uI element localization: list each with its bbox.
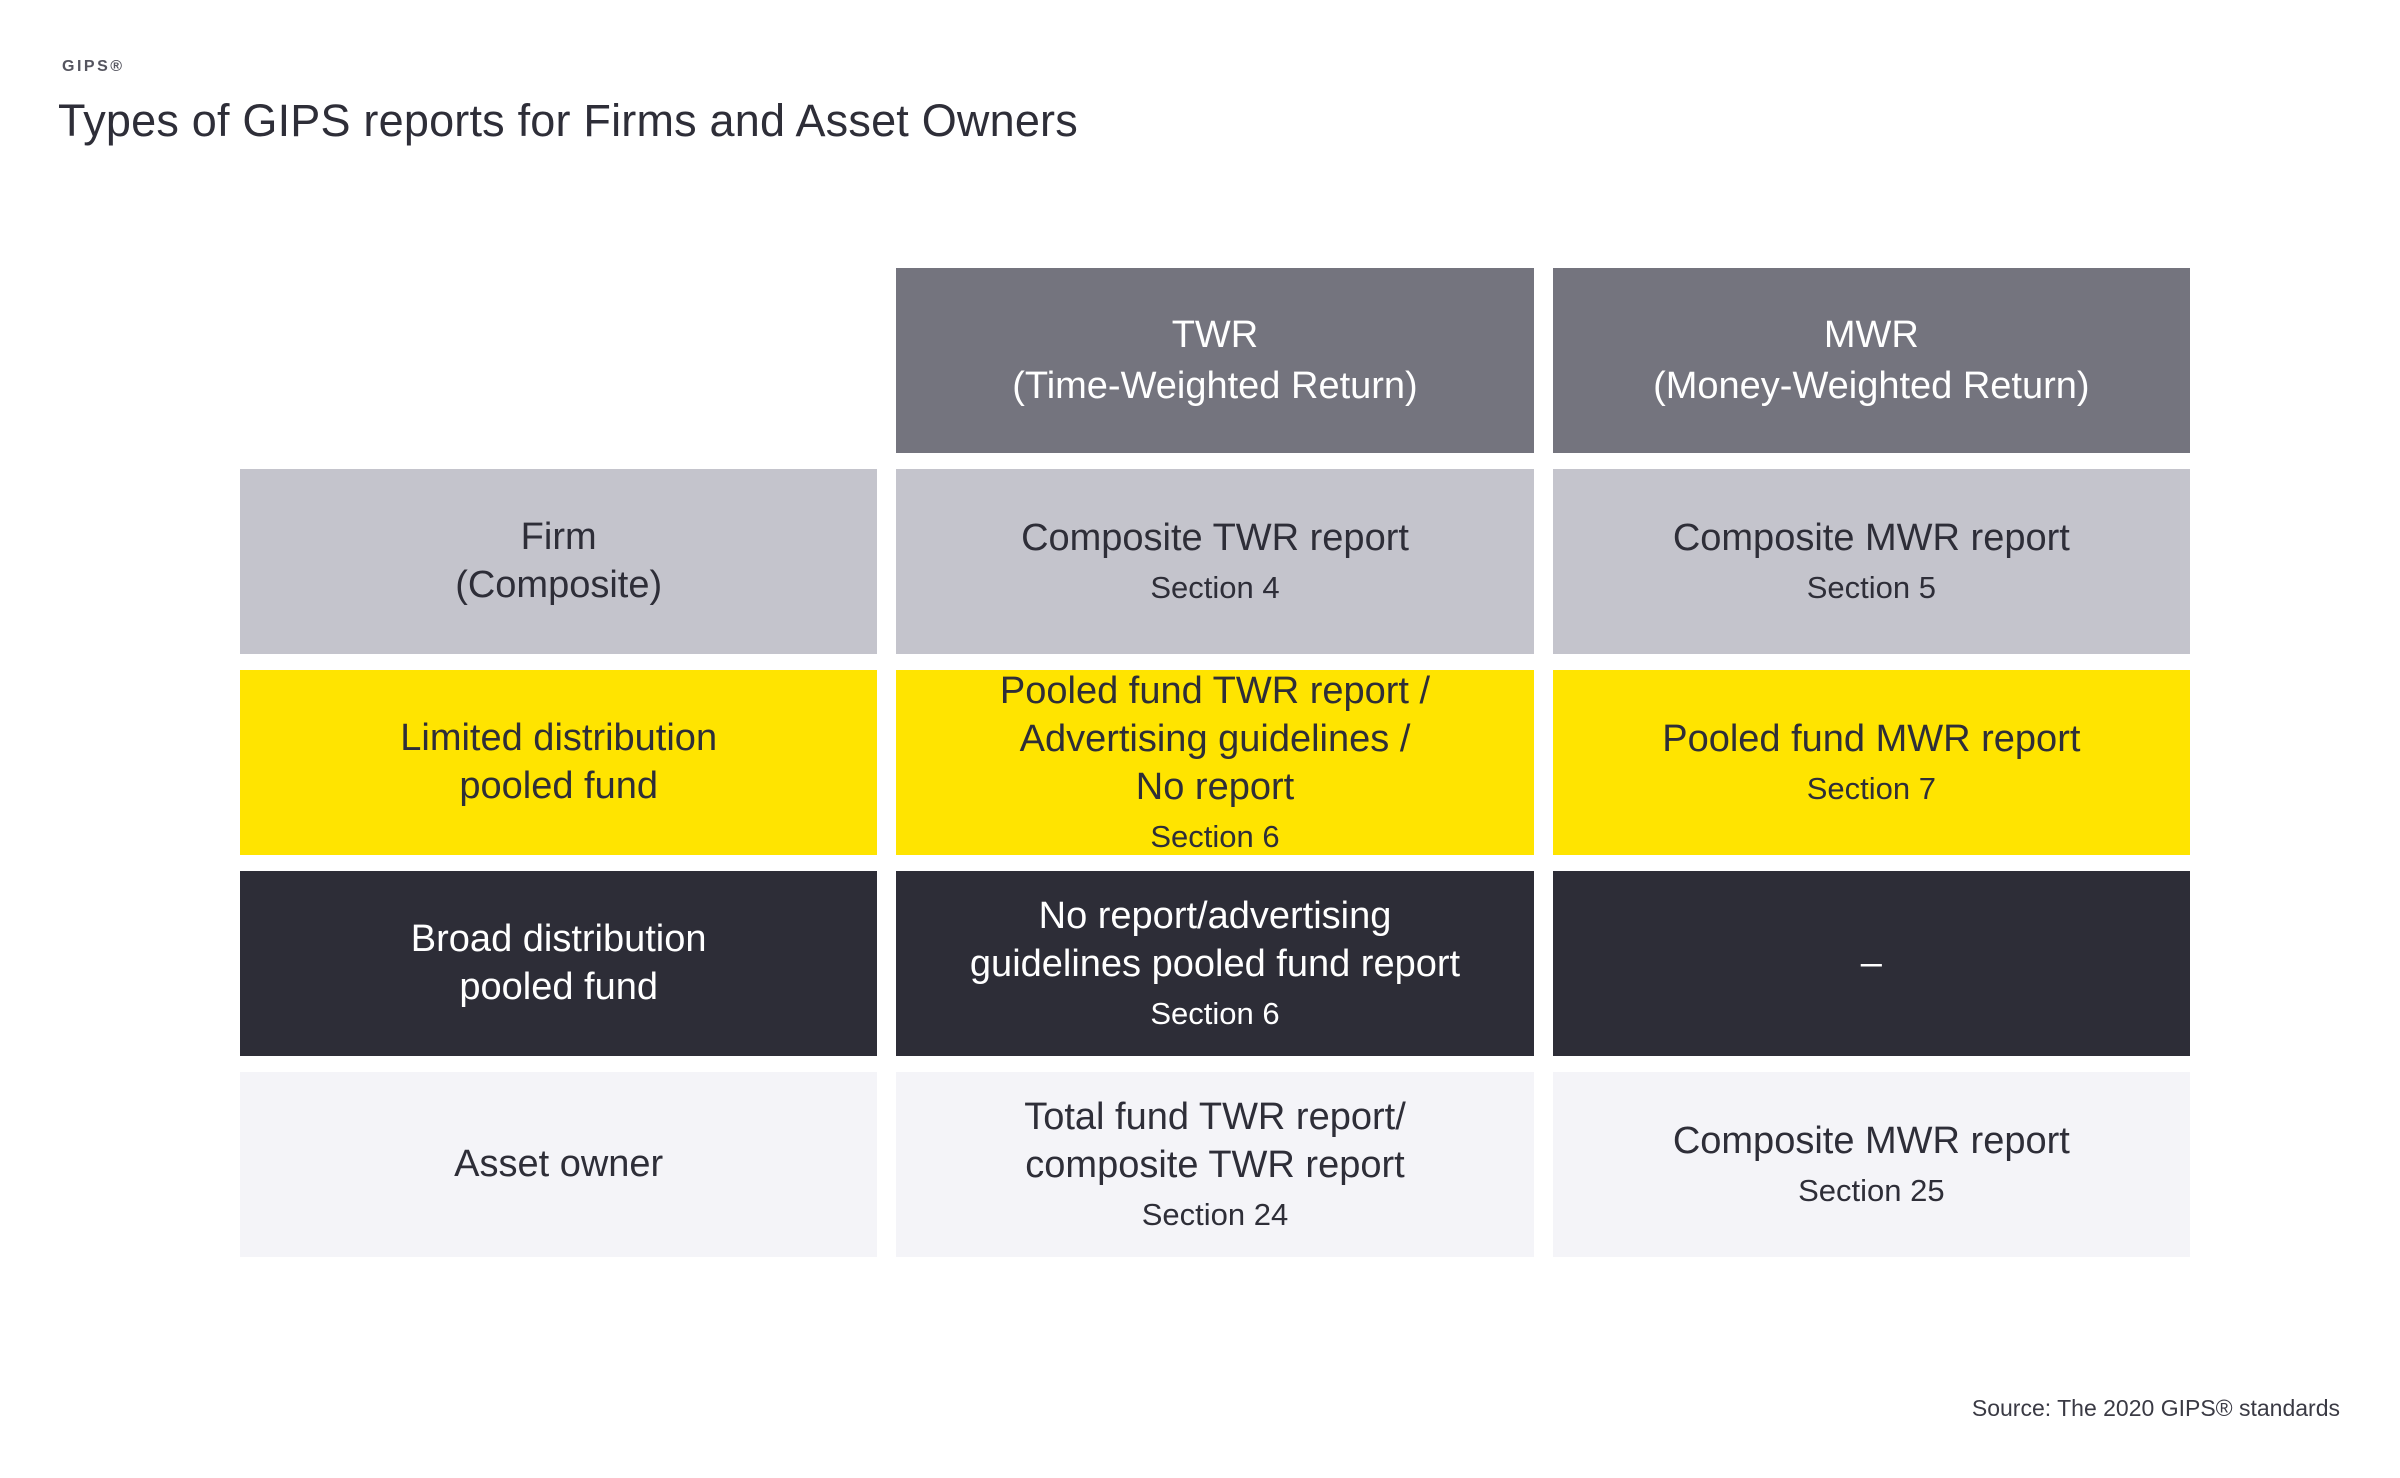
row-broad-mwr-cell: – — [1552, 871, 2190, 1056]
column-header-mwr: MWR (Money-Weighted Return) — [1552, 268, 2190, 453]
twr-abbr: TWR — [1171, 313, 1259, 356]
report-name: Total fund TWR report/ composite TWR rep… — [1024, 1095, 1406, 1186]
row-label: Asset owner — [454, 1142, 664, 1185]
mwr-full-name: (Money-Weighted Return) — [1653, 364, 2090, 407]
row-label: Broad distribution pooled fund — [410, 917, 707, 1008]
row-limited-twr-cell: Pooled fund TWR report / Advertising gui… — [896, 670, 1534, 855]
section-ref: Section 6 — [1150, 818, 1280, 854]
report-name: Composite MWR report — [1672, 516, 2070, 559]
row-limited-label-cell: Limited distribution pooled fund — [240, 670, 878, 855]
header-spacer — [240, 268, 877, 453]
report-name: Pooled fund MWR report — [1662, 717, 2081, 760]
row-broad-label-cell: Broad distribution pooled fund — [240, 871, 878, 1056]
report-name: Pooled fund TWR report / Advertising gui… — [999, 670, 1431, 808]
section-ref: Section 24 — [1141, 1196, 1289, 1232]
row-asset-label-cell: Asset owner — [240, 1072, 878, 1257]
twr-full-name: (Time-Weighted Return) — [1012, 364, 1418, 407]
source-note: Source: The 2020 GIPS® standards — [1971, 1395, 2340, 1421]
no-report-dash: – — [1860, 941, 1882, 984]
row-asset-mwr-cell: Composite MWR report Section 25 — [1552, 1072, 2190, 1257]
row-firm-mwr-cell: Composite MWR report Section 5 — [1552, 469, 2190, 654]
gips-brand-label: GIPS® — [62, 58, 125, 75]
row-label: Limited distribution pooled fund — [400, 716, 718, 807]
section-ref: Section 7 — [1806, 770, 1936, 806]
section-ref: Section 4 — [1150, 569, 1280, 605]
report-name: No report/advertising guidelines pooled … — [969, 894, 1461, 985]
section-ref: Section 6 — [1150, 995, 1280, 1031]
row-broad-twr-cell: No report/advertising guidelines pooled … — [896, 871, 1534, 1056]
report-name: Composite TWR report — [1021, 516, 1409, 559]
section-ref: Section 25 — [1798, 1172, 1945, 1208]
row-firm-label-cell: Firm (Composite) — [240, 469, 878, 654]
row-firm-twr-cell: Composite TWR report Section 4 — [896, 469, 1534, 654]
column-header-twr: TWR (Time-Weighted Return) — [896, 268, 1534, 453]
row-limited-mwr-cell: Pooled fund MWR report Section 7 — [1552, 670, 2190, 855]
row-asset-twr-cell: Total fund TWR report/ composite TWR rep… — [896, 1072, 1534, 1257]
page-title: Types of GIPS reports for Firms and Asse… — [58, 95, 1078, 146]
mwr-abbr: MWR — [1823, 313, 1919, 356]
section-ref: Section 5 — [1806, 569, 1936, 605]
row-label: Firm (Composite) — [455, 515, 663, 606]
gips-report-matrix: TWR (Time-Weighted Return) MWR (Money-We… — [240, 268, 2190, 1257]
report-name: Composite MWR report — [1672, 1119, 2070, 1162]
